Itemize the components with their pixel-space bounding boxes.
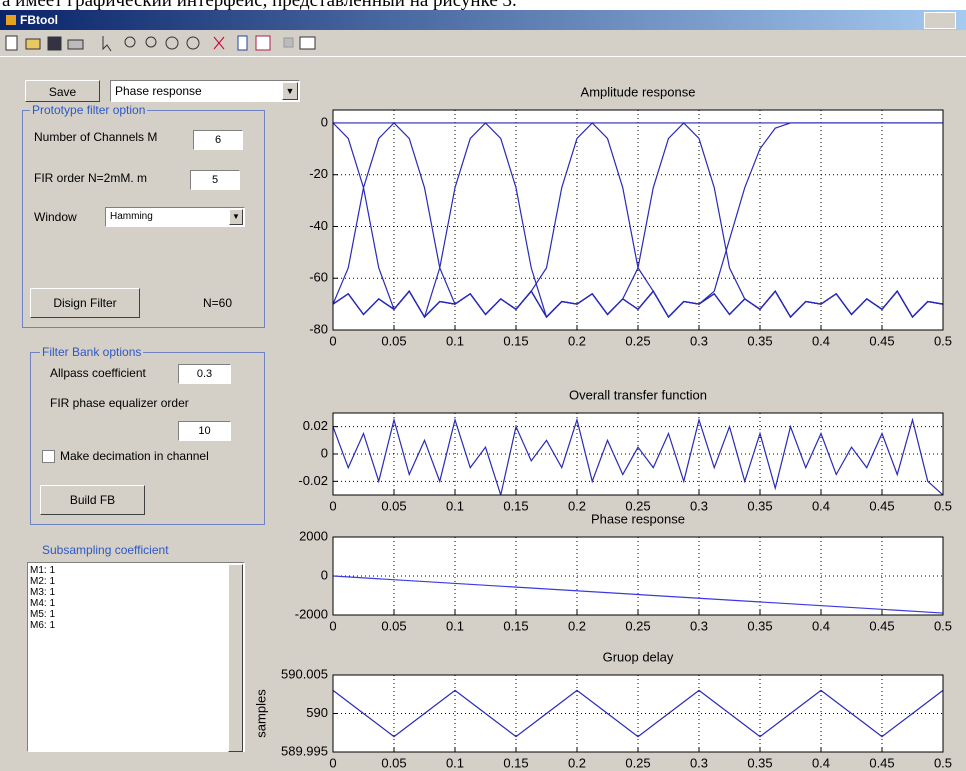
x-tick-label: 0 [329, 498, 336, 513]
x-tick-label: 0.45 [869, 618, 894, 633]
y-tick-label: -60 [309, 270, 328, 285]
x-tick-label: 0.5 [934, 333, 952, 348]
x-tick-label: 0.35 [747, 618, 772, 633]
x-tick-label: 0.4 [812, 618, 830, 633]
x-tick-label: 0 [329, 618, 336, 633]
x-tick-label: 0.2 [568, 755, 586, 770]
x-tick-label: 0.3 [690, 755, 708, 770]
x-tick-label: 0.35 [747, 498, 772, 513]
x-tick-label: 0.45 [869, 333, 894, 348]
axes-title: Overall transfer function [569, 387, 707, 402]
y-tick-label: 589.995 [281, 743, 328, 758]
x-tick-label: 0.05 [381, 755, 406, 770]
x-tick-label: 0.5 [934, 498, 952, 513]
x-tick-label: 0.45 [869, 755, 894, 770]
x-tick-label: 0 [329, 755, 336, 770]
x-tick-label: 0.05 [381, 618, 406, 633]
x-tick-label: 0.1 [446, 618, 464, 633]
y-tick-label: -2000 [295, 606, 328, 621]
x-tick-label: 0.2 [568, 498, 586, 513]
x-tick-label: 0.4 [812, 498, 830, 513]
page: а имеет графический интерфейс, представл… [0, 0, 966, 771]
x-tick-label: 0.35 [747, 755, 772, 770]
y-tick-label: 0.02 [303, 418, 328, 433]
axes: Gruop delay samples 0 0.05 0.1 0.15 0.2 0.25 0.3… [253, 649, 952, 770]
axes-title: Phase response [591, 511, 685, 526]
x-tick-label: 0 [329, 333, 336, 348]
x-tick-label: 0.25 [625, 755, 650, 770]
y-tick-label: -40 [309, 218, 328, 233]
y-tick-label: 0 [321, 445, 328, 460]
x-tick-label: 0.15 [503, 498, 528, 513]
y-tick-label: 590 [306, 705, 328, 720]
x-tick-label: 0.45 [869, 498, 894, 513]
axes-title: Gruop delay [603, 649, 674, 664]
x-tick-label: 0.2 [568, 618, 586, 633]
x-tick-label: 0.3 [690, 333, 708, 348]
y-tick-label: 0 [321, 567, 328, 582]
x-tick-label: 0.1 [446, 333, 464, 348]
y-tick-label: -0.02 [298, 473, 328, 488]
axes: Phase response 0 0.05 0.1 0.15 0.2 0.25 0.3 0.35… [295, 511, 952, 633]
x-tick-label: 0.35 [747, 333, 772, 348]
x-tick-label: 0.1 [446, 755, 464, 770]
plots: Amplitude response 0 0.05 0.1 0.15 0.2 0.25 0.3… [0, 0, 966, 771]
x-tick-label: 0.5 [934, 755, 952, 770]
axes-title: Amplitude response [581, 84, 696, 99]
y-axis-label: samples [253, 689, 268, 738]
x-tick-label: 0.2 [568, 333, 586, 348]
x-tick-label: 0.25 [625, 333, 650, 348]
x-tick-label: 0.4 [812, 333, 830, 348]
x-tick-label: 0.1 [446, 498, 464, 513]
y-tick-label: 0 [321, 114, 328, 129]
x-tick-label: 0.05 [381, 498, 406, 513]
x-tick-label: 0.15 [503, 333, 528, 348]
axes: Overall transfer function 0 0.05 0.1 0.15 0.2… [298, 387, 952, 513]
axes: Amplitude response 0 0.05 0.1 0.15 0.2 0.25 0.3… [309, 84, 952, 348]
x-tick-label: 0.15 [503, 618, 528, 633]
y-tick-label: -80 [309, 321, 328, 336]
x-tick-label: 0.25 [625, 618, 650, 633]
x-tick-label: 0.5 [934, 618, 952, 633]
x-tick-label: 0.4 [812, 755, 830, 770]
x-tick-label: 0.3 [690, 498, 708, 513]
y-tick-label: -20 [309, 166, 328, 181]
x-tick-label: 0.3 [690, 618, 708, 633]
y-tick-label: 590.005 [281, 666, 328, 681]
x-tick-label: 0.15 [503, 755, 528, 770]
x-tick-label: 0.05 [381, 333, 406, 348]
y-tick-label: 2000 [299, 528, 328, 543]
